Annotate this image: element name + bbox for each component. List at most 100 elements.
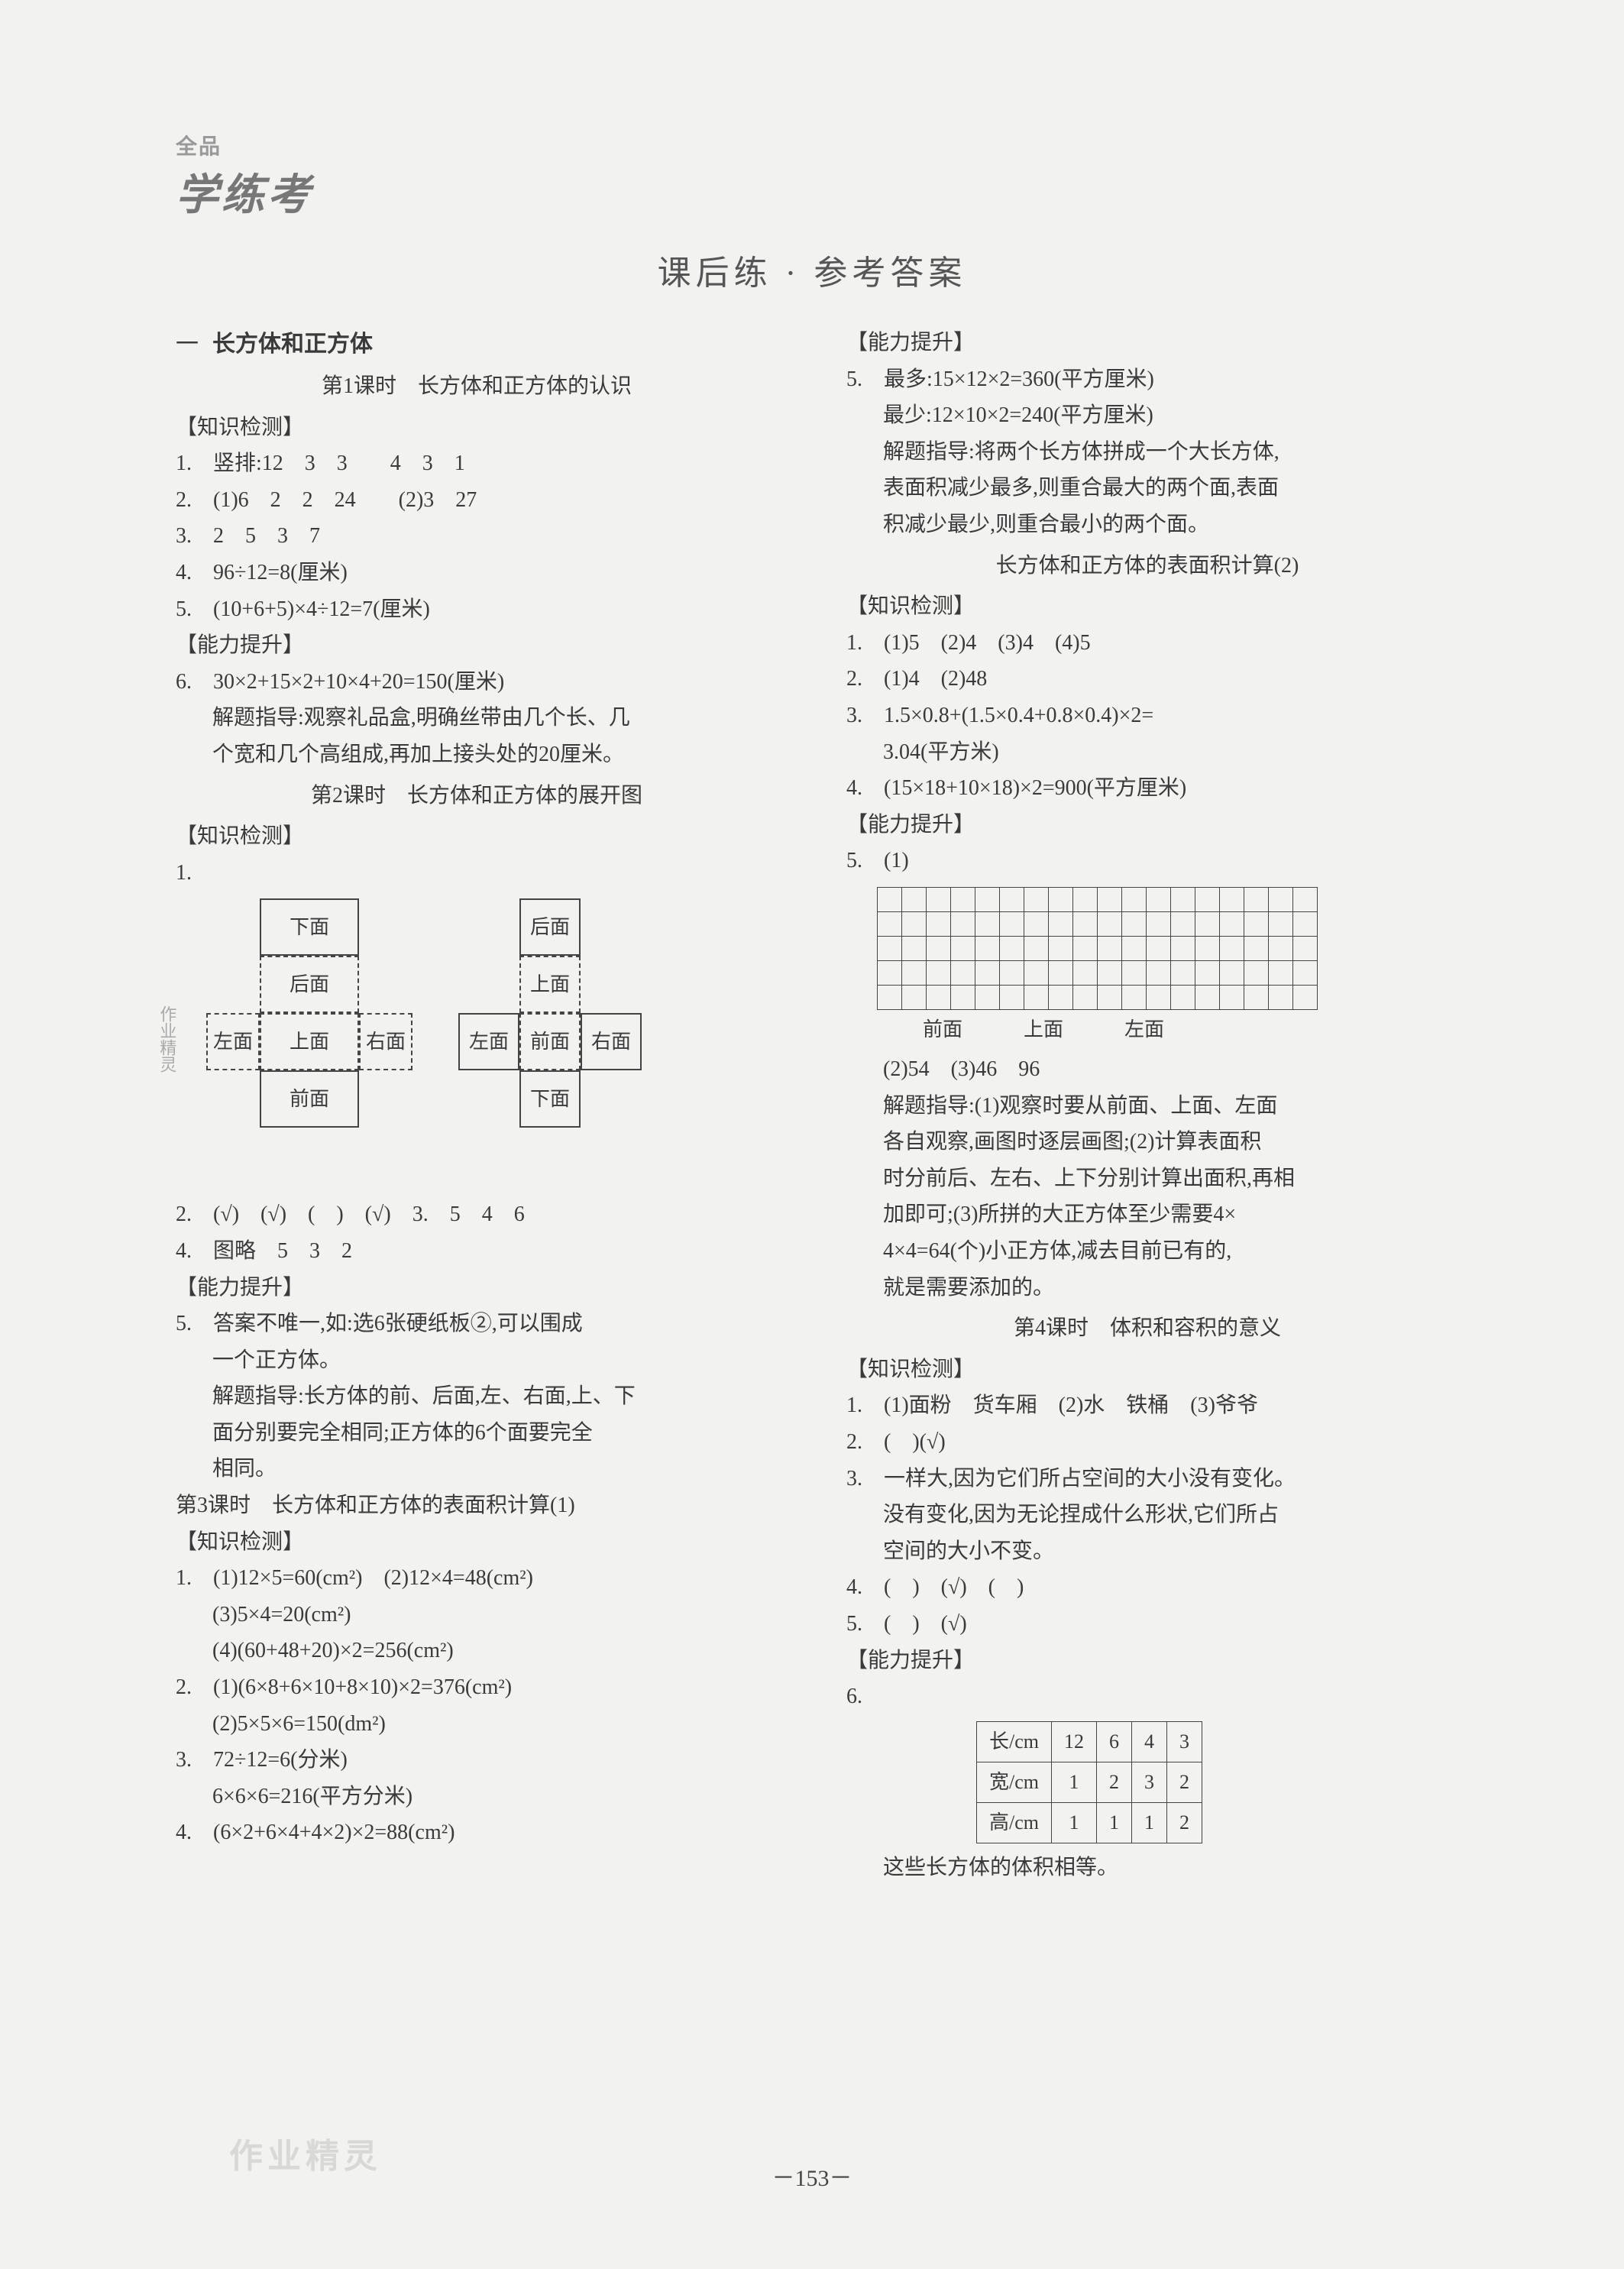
table-cell: 3 (1167, 1721, 1202, 1762)
table-cell: 2 (1167, 1803, 1202, 1843)
answer-line: 2. (1)6 2 2 24 (2)3 27 (176, 482, 778, 519)
table-cell: 1 (1052, 1762, 1097, 1802)
page-title: 课后练 · 参考答案 (176, 245, 1448, 294)
right-column: 【能力提升】 5. 最多:15×12×2=360(平方厘米) 最少:12×10×… (846, 325, 1448, 1886)
table-cell: 宽/cm (977, 1762, 1052, 1802)
answer-line: 积减少最少,则重合最小的两个面。 (846, 507, 1448, 543)
net-face: 下面 (260, 898, 359, 956)
answer-line: 加即可;(3)所拼的大正方体至少需要4× (846, 1196, 1448, 1233)
grid-label: 前面 (923, 1013, 962, 1047)
net-face: 右面 (581, 1013, 642, 1070)
answer-line: 解题指导:(1)观察时要从前面、上面、左面 (846, 1088, 1448, 1125)
section-label: 【知识检测】 (176, 818, 778, 855)
lesson-1-title: 第1课时 长方体和正方体的认识 (176, 368, 778, 405)
section-label: 【知识检测】 (176, 409, 778, 446)
grid-label: 上面 (1024, 1013, 1063, 1047)
dimension-table: 长/cm 12 6 4 3 宽/cm 1 2 3 2 高/cm 1 1 1 2 (976, 1721, 1202, 1844)
section-label: 【知识检测】 (176, 1524, 778, 1561)
answer-line: 表面积减少最多,则重合最大的两个面,表面 (846, 470, 1448, 507)
table-cell: 1 (1132, 1803, 1167, 1843)
answer-line: 6×6×6=216(平方分米) (176, 1779, 778, 1815)
answer-line: 一个正方体。 (176, 1342, 778, 1379)
answer-line: 4×4=64(个)小正方体,减去目前已有的, (846, 1233, 1448, 1270)
net-face: 左面 (458, 1013, 519, 1070)
side-tag: 作业精灵 (153, 1005, 181, 1073)
lesson-4-title: 第4课时 体积和容积的意义 (846, 1310, 1448, 1347)
answer-line: 6. (846, 1678, 1448, 1715)
net-face: 前面 (519, 1013, 581, 1070)
answer-line: (3)5×4=20(cm²) (176, 1597, 778, 1633)
answer-line: 1. (1)面粉 货车厢 (2)水 铁桶 (3)爷爷 (846, 1387, 1448, 1424)
answer-line: 4. 96÷12=8(厘米) (176, 555, 778, 591)
chapter-number: 一 (176, 325, 199, 364)
chapter-heading: 一 长方体和正方体 (176, 325, 778, 364)
answer-line: 5. 最多:15×12×2=360(平方厘米) (846, 361, 1448, 398)
net-face: 上面 (519, 956, 581, 1013)
answer-line: 5. ( ) (√) (846, 1606, 1448, 1643)
table-row: 高/cm 1 1 1 2 (977, 1803, 1202, 1843)
answer-line: 1. 竖排:12 3 3 4 3 1 (176, 445, 778, 482)
lesson-2-title: 第2课时 长方体和正方体的展开图 (176, 778, 778, 814)
table-cell: 2 (1097, 1762, 1132, 1802)
answer-line: 最少:12×10×2=240(平方厘米) (846, 397, 1448, 434)
grid-table (877, 887, 1318, 1010)
answer-line: 4. (6×2+6×4+4×2)×2=88(cm²) (176, 1814, 778, 1851)
answer-line: 6. 30×2+15×2+10×4+20=150(厘米) (176, 664, 778, 701)
answer-line: 面分别要完全相同;正方体的6个面要完全 (176, 1415, 778, 1452)
table-cell: 4 (1132, 1721, 1167, 1762)
answer-line: 2. ( )(√) (846, 1424, 1448, 1461)
table-cell: 6 (1097, 1721, 1132, 1762)
left-column: 一 长方体和正方体 第1课时 长方体和正方体的认识 【知识检测】 1. 竖排:1… (176, 325, 778, 1886)
answer-line: 3. 1.5×0.8+(1.5×0.4+0.8×0.4)×2= (846, 698, 1448, 734)
answer-line: 时分前后、左右、上下分别计算出面积,再相 (846, 1160, 1448, 1197)
lesson-title: 长方体和正方体的表面积计算(2) (846, 548, 1448, 584)
answer-line: 1. (176, 855, 778, 892)
answer-line: 4. (15×18+10×18)×2=900(平方厘米) (846, 770, 1448, 807)
net-face: 左面 (206, 1013, 260, 1070)
section-label: 【能力提升】 (846, 1643, 1448, 1679)
answer-line: 相同。 (176, 1451, 778, 1487)
chapter-title: 长方体和正方体 (212, 325, 373, 364)
net-face: 上面 (260, 1013, 359, 1070)
answer-line: 3. 一样大,因为它们所占空间的大小没有变化。 (846, 1461, 1448, 1497)
answer-line: 2. (1)(6×8+6×10+8×10)×2=376(cm²) (176, 1669, 778, 1706)
answer-line: 2. (√) (√) ( ) (√) 3. 5 4 6 (176, 1196, 778, 1233)
answer-line: 3.04(平方米) (846, 734, 1448, 771)
answer-line: 解题指导:将两个长方体拼成一个大长方体, (846, 434, 1448, 471)
answer-line: (2)5×5×6=150(dm²) (176, 1706, 778, 1743)
net-face: 前面 (260, 1070, 359, 1128)
grid-label: 左面 (1124, 1013, 1164, 1047)
lesson-3-title: 第3课时 长方体和正方体的表面积计算(1) (176, 1487, 778, 1524)
answer-line: 没有变化,因为无论捏成什么形状,它们所占 (846, 1497, 1448, 1533)
answer-line: 就是需要添加的。 (846, 1270, 1448, 1306)
table-cell: 长/cm (977, 1721, 1052, 1762)
answer-line: 1. (1)12×5=60(cm²) (2)12×4=48(cm²) (176, 1560, 778, 1597)
answer-line: 5. 答案不唯一,如:选6张硬纸板②,可以围成 (176, 1306, 778, 1342)
table-cell: 1 (1052, 1803, 1097, 1843)
table-row: 宽/cm 1 2 3 2 (977, 1762, 1202, 1802)
table-cell: 12 (1052, 1721, 1097, 1762)
page-number: －153－ (0, 2159, 1624, 2193)
answer-line: 4. 图略 5 3 2 (176, 1233, 778, 1270)
answer-line: 3. 72÷12=6(分米) (176, 1742, 778, 1779)
answer-line: 5. (1) (846, 843, 1448, 879)
table-cell: 2 (1167, 1762, 1202, 1802)
logo-main: 学练考 (176, 160, 1448, 222)
net-face: 后面 (260, 956, 359, 1013)
answer-line: 3. 2 5 3 7 (176, 518, 778, 555)
answer-line: (2)54 (3)46 96 (846, 1051, 1448, 1088)
answer-line: (4)(60+48+20)×2=256(cm²) (176, 1633, 778, 1669)
section-label: 【能力提升】 (846, 807, 1448, 843)
grid-diagram: 前面 上面 左面 (877, 887, 1448, 1047)
answer-line: 各自观察,画图时逐层画图;(2)计算表面积 (846, 1124, 1448, 1160)
net-face: 右面 (359, 1013, 412, 1070)
section-label: 【知识检测】 (846, 1351, 1448, 1388)
net-diagrams: 作业精灵 下面 后面 左面 上面 右面 前面 后面 上面 左面 前面 右面 下面 (199, 898, 778, 1189)
answer-line: 个宽和几个高组成,再加上接头处的20厘米。 (176, 736, 778, 773)
table-row: 长/cm 12 6 4 3 (977, 1721, 1202, 1762)
net-face: 后面 (519, 898, 581, 956)
section-label: 【知识检测】 (846, 588, 1448, 625)
section-label: 【能力提升】 (176, 627, 778, 664)
answer-line: 空间的大小不变。 (846, 1533, 1448, 1570)
table-cell: 高/cm (977, 1803, 1052, 1843)
